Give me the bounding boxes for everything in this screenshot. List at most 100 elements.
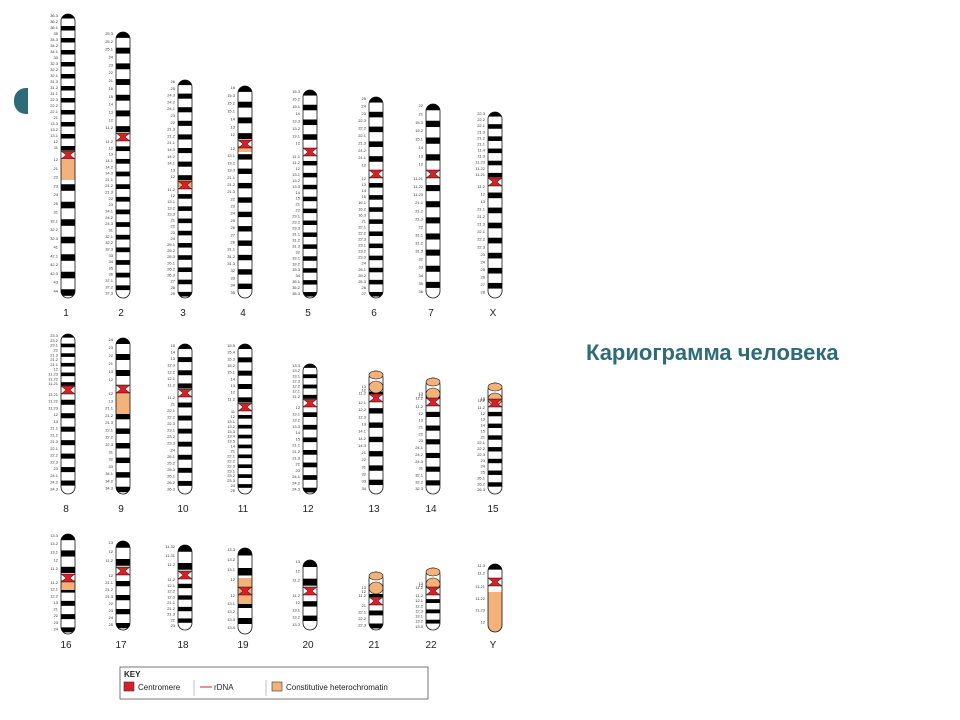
band-label: 27	[362, 291, 367, 296]
band-label: 25.3	[358, 279, 367, 284]
chromosome-label: 1	[63, 308, 69, 319]
band-p-15.3	[303, 90, 317, 96]
band-q-42.3	[61, 271, 75, 279]
band-label: 12	[296, 141, 301, 146]
band-q-22	[178, 618, 192, 623]
band-label: 24.2	[292, 480, 301, 485]
band-label: 25	[362, 96, 367, 101]
band-q-21.1	[116, 581, 130, 587]
centromere	[368, 393, 384, 403]
band-label: 13	[231, 383, 236, 388]
band-label: 23	[362, 111, 367, 116]
band-label: 36.2	[50, 19, 59, 24]
chromosome-label: 9	[118, 504, 124, 515]
band-q-23.1	[178, 428, 192, 434]
band-label: 11.2	[478, 571, 486, 576]
band-p-14.1	[178, 161, 192, 167]
band-label: 21.3	[50, 439, 59, 444]
centromere	[60, 150, 76, 160]
band-q-44	[61, 289, 75, 296]
band-label: 21.3	[105, 190, 114, 195]
band-label: 16.2	[358, 206, 367, 211]
band-label: 25	[171, 86, 176, 91]
band-label: 23	[481, 458, 486, 463]
band-q-35.3	[303, 292, 317, 297]
band-q-13.2	[426, 619, 440, 624]
band-label: 12.1	[50, 587, 59, 592]
band-label: 23.2	[167, 434, 176, 439]
chromosome-label: 14	[425, 504, 437, 515]
band-p-11	[61, 146, 75, 151]
band-label: 14.2	[167, 154, 176, 159]
band-q-25.3	[178, 467, 192, 473]
band-label: 42.1	[50, 253, 59, 258]
band-label: 13.3	[292, 622, 301, 627]
band-label: 12	[296, 405, 301, 410]
band-q-26.2	[178, 480, 192, 486]
band-label: 12	[419, 393, 424, 398]
band-label: 14.3	[105, 171, 114, 176]
chromosome-17: 13 12 11.2 12 21.1 21.2 21.3 22 23 24 25 17	[105, 540, 131, 651]
band-p-11.32	[178, 545, 192, 552]
band-label: 22.2	[477, 117, 486, 122]
band-label: 32	[296, 249, 301, 254]
band-q-13.3	[238, 618, 252, 624]
band-label: 12.2	[167, 369, 176, 374]
band-q-24.3	[303, 487, 317, 493]
band-p-34.1	[61, 50, 75, 55]
band-label: 14	[362, 188, 367, 193]
band-label: 12.1	[415, 598, 424, 603]
band-q-25.1	[178, 243, 192, 248]
band-q-13.1	[238, 602, 252, 608]
band-label: 11.2	[293, 394, 301, 399]
band-label: 22.2	[358, 230, 367, 235]
satellite-stalk	[425, 377, 441, 387]
band-label: 13.3	[227, 168, 236, 173]
band-label: 21.3	[50, 352, 59, 357]
band-label: 13	[419, 153, 424, 158]
heterochromatin-block	[488, 592, 502, 632]
band-label: 42.2	[50, 262, 59, 267]
band-p-13	[426, 154, 440, 161]
band-label: 24	[54, 626, 59, 631]
band-q-32.3	[116, 247, 130, 253]
band-p-22.1	[488, 124, 502, 129]
band-p-11.23	[488, 160, 502, 166]
band-label: 12	[362, 589, 367, 594]
band-label: 15	[171, 343, 176, 348]
band-p-26	[178, 80, 192, 86]
band-label: 11.3	[478, 563, 486, 568]
band-q-22.2	[369, 231, 383, 236]
band-label: 26.3	[477, 487, 486, 492]
band-label: 13.3	[292, 119, 301, 124]
band-q-42.1	[61, 254, 75, 261]
band-p-13.1	[238, 568, 252, 576]
band-q-25	[488, 470, 502, 475]
band-p-13.3	[61, 534, 75, 541]
band-label: 34	[296, 273, 301, 278]
band-q-23.3	[178, 441, 192, 447]
band-label: 11.31	[165, 553, 175, 558]
band-label: 13.1	[167, 199, 176, 204]
band-q-13.3	[238, 168, 252, 174]
band-label: 23	[481, 252, 486, 257]
band-q-12.3	[178, 595, 192, 600]
satellite-stalk	[368, 370, 384, 380]
band-label: 32.1	[50, 73, 59, 78]
band-label: 15.4	[227, 350, 236, 355]
band-label: 22.1	[358, 610, 367, 615]
band-q-12.1	[61, 587, 75, 593]
chromosome-label: 3	[180, 308, 186, 319]
band-q-23	[426, 439, 440, 445]
band-label: 44	[54, 288, 59, 293]
band-label: 11.2	[416, 404, 424, 409]
band-label: 21.1	[477, 207, 486, 212]
band-label: 21.3	[167, 612, 176, 617]
band-label: 22	[296, 208, 301, 213]
band-label: 11.23	[475, 160, 485, 165]
band-label: 15.3	[415, 120, 424, 125]
band-label: 21.2	[477, 214, 486, 219]
band-label: 24.3	[105, 221, 114, 226]
band-label: 25.3	[167, 254, 176, 259]
band-label: 11.32	[165, 544, 175, 549]
